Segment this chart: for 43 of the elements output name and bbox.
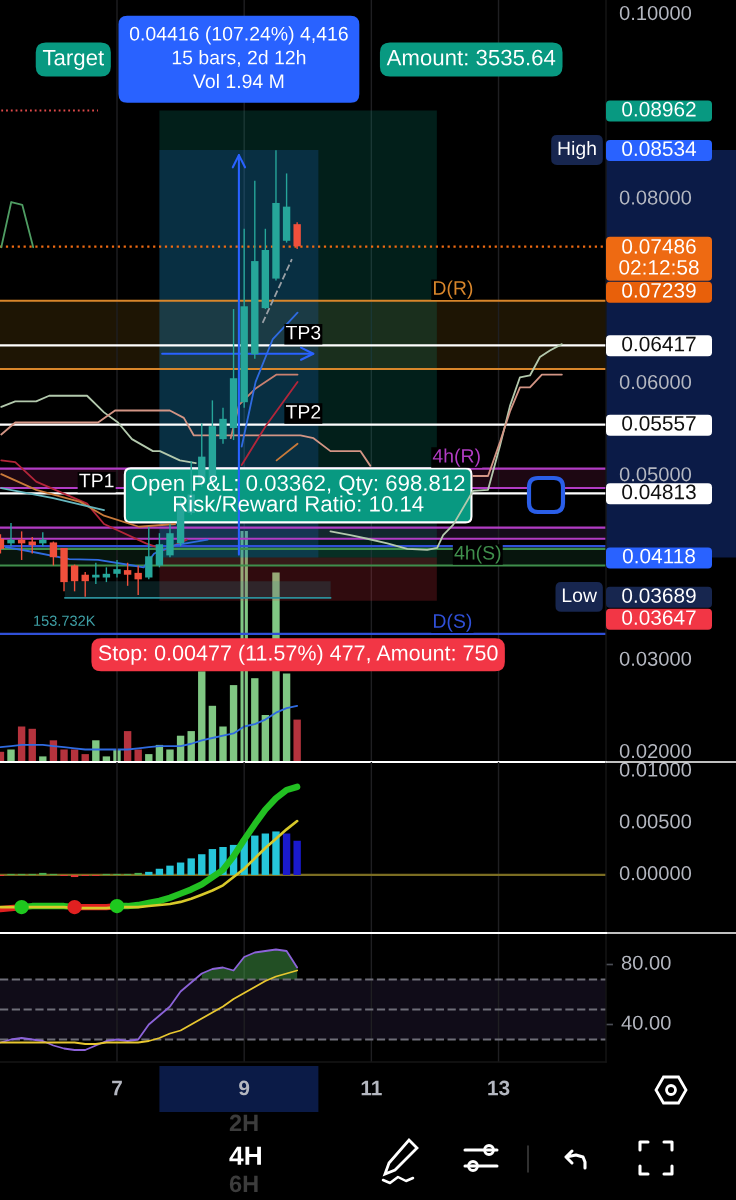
annotation: 153.732K xyxy=(34,615,96,626)
y-tick-label: 40.00 xyxy=(621,1015,671,1030)
x-tick-label: 7 xyxy=(112,1080,122,1096)
y-tick-label: 0.05000 xyxy=(619,467,692,482)
annotation: D(R) xyxy=(434,280,473,299)
y-tick-label: 0.03000 xyxy=(619,651,692,666)
annotation: High xyxy=(558,140,596,160)
annotation: 4h(S) xyxy=(454,545,501,564)
x-tick-label: 13 xyxy=(488,1080,510,1096)
text: 4H xyxy=(229,1146,261,1165)
y-tick-label: 0.00000 xyxy=(619,866,692,881)
text: 6H xyxy=(229,1175,258,1193)
annotation: Amount: 3535.64 xyxy=(386,49,556,66)
text: 0.08962 xyxy=(622,101,696,117)
annotation: Stop: 0.00477 (11.57%) 477, Amount: 750 xyxy=(98,644,498,665)
ref-line-label: 0.04813 xyxy=(622,484,696,500)
y-tick-label: 0.00500 xyxy=(619,814,692,829)
annotation: 4h(R) xyxy=(432,448,480,467)
text: 0.04118 xyxy=(622,548,695,564)
y-tick-label: 0.02000 xyxy=(619,743,692,759)
text: 0.03689 xyxy=(622,588,696,603)
annotation: TP3 xyxy=(285,325,321,340)
y-tick-label: 0.08000 xyxy=(619,190,692,205)
annotation: Open P&L: 0.03362, Qty: 698.812 Risk/Reward Ratio: 10.14 xyxy=(131,475,465,512)
y-tick-label: 80.00 xyxy=(621,955,671,970)
annotation: Target xyxy=(42,49,105,70)
ref-line-label: 0.05557 xyxy=(622,415,696,431)
annotation: TP2 xyxy=(285,405,321,419)
annotation: D(S) xyxy=(434,613,472,632)
y-tick-label: 0.06000 xyxy=(619,374,692,390)
text: 0.03647 xyxy=(622,610,696,625)
ref-line-label: 0.06417 xyxy=(622,336,696,352)
text: 0.07239 xyxy=(622,283,696,298)
x-tick-label: 11 xyxy=(361,1080,382,1096)
text: 0.08534 xyxy=(622,141,697,157)
x-tick-label: 9 xyxy=(239,1080,250,1096)
annotation: Low xyxy=(562,588,598,603)
annotation: 0.04416 (107.24%) 4,416 15 bars, 2d 12h Vol 1.94 M xyxy=(129,26,348,89)
y-tick-label: 0.10000 xyxy=(619,5,692,21)
y-tick-label: 0.01000 xyxy=(619,762,692,777)
ref-line-label: 0.07486 02:12:58 xyxy=(619,239,699,275)
annotation: TP1 xyxy=(79,473,114,488)
text: 2H xyxy=(229,1114,258,1132)
